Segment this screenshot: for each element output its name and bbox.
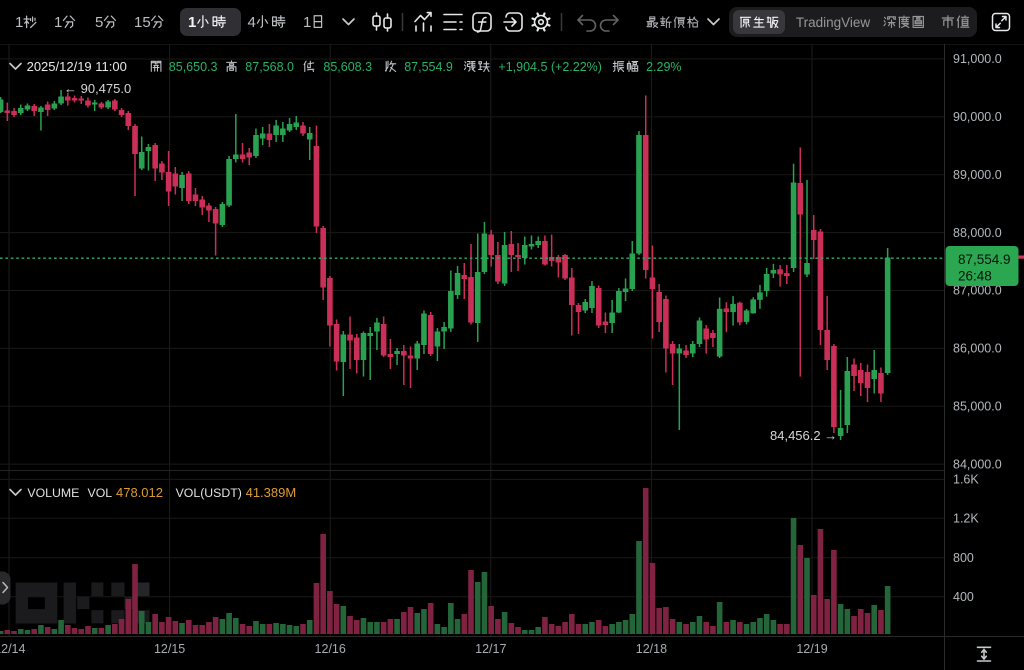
svg-text:TradingView: TradingView <box>796 15 871 30</box>
svg-text:2025/12/19 11:00: 2025/12/19 11:00 <box>27 59 127 74</box>
svg-text:85,608.3: 85,608.3 <box>323 60 372 74</box>
svg-text:800: 800 <box>953 551 974 565</box>
svg-text:90,000.0: 90,000.0 <box>953 110 1002 124</box>
svg-text:26:48: 26:48 <box>958 269 992 284</box>
svg-text:2.29%: 2.29% <box>646 60 681 74</box>
svg-text:15: 15 <box>134 14 151 31</box>
svg-text:5: 5 <box>95 14 103 31</box>
svg-text:91,000.0: 91,000.0 <box>953 52 1002 66</box>
svg-text:84,456.2 →: 84,456.2 → <box>770 428 837 443</box>
svg-text:12/14: 12/14 <box>0 642 25 656</box>
svg-text:84,000.0: 84,000.0 <box>953 457 1002 471</box>
svg-text:478.012: 478.012 <box>116 485 163 500</box>
svg-text:85,650.3: 85,650.3 <box>169 60 218 74</box>
svg-text:VOL(USDT): VOL(USDT) <box>176 486 242 500</box>
svg-text:1.2K: 1.2K <box>953 512 979 526</box>
svg-text:87,554.9: 87,554.9 <box>404 60 453 74</box>
svg-text:85,000.0: 85,000.0 <box>953 400 1002 414</box>
svg-text:87,568.0: 87,568.0 <box>245 60 294 74</box>
svg-text:1: 1 <box>303 14 311 31</box>
svg-text:87,000.0: 87,000.0 <box>953 284 1002 298</box>
svg-text:+1,904.5 (+2.22%): +1,904.5 (+2.22%) <box>498 60 602 74</box>
svg-text:41.389M: 41.389M <box>246 485 297 500</box>
svg-text:12/17: 12/17 <box>475 642 506 656</box>
svg-text:12/16: 12/16 <box>315 642 346 656</box>
svg-text:86,000.0: 86,000.0 <box>953 342 1002 356</box>
svg-text:VOL: VOL <box>88 486 113 500</box>
svg-text:89,000.0: 89,000.0 <box>953 168 1002 182</box>
svg-text:12/15: 12/15 <box>154 642 185 656</box>
svg-text:12/19: 12/19 <box>796 642 827 656</box>
svg-text:VOLUME: VOLUME <box>27 486 79 500</box>
svg-text:4: 4 <box>248 14 256 31</box>
svg-text:1.6K: 1.6K <box>953 473 979 487</box>
svg-text:1: 1 <box>54 14 62 31</box>
svg-text:← 90,475.0: ← 90,475.0 <box>64 81 131 96</box>
svg-text:400: 400 <box>953 590 974 604</box>
svg-text:12/18: 12/18 <box>636 642 667 656</box>
svg-text:1: 1 <box>188 14 196 31</box>
svg-text:88,000.0: 88,000.0 <box>953 226 1002 240</box>
svg-text:87,554.9: 87,554.9 <box>958 252 1011 267</box>
svg-text:1: 1 <box>15 14 23 31</box>
